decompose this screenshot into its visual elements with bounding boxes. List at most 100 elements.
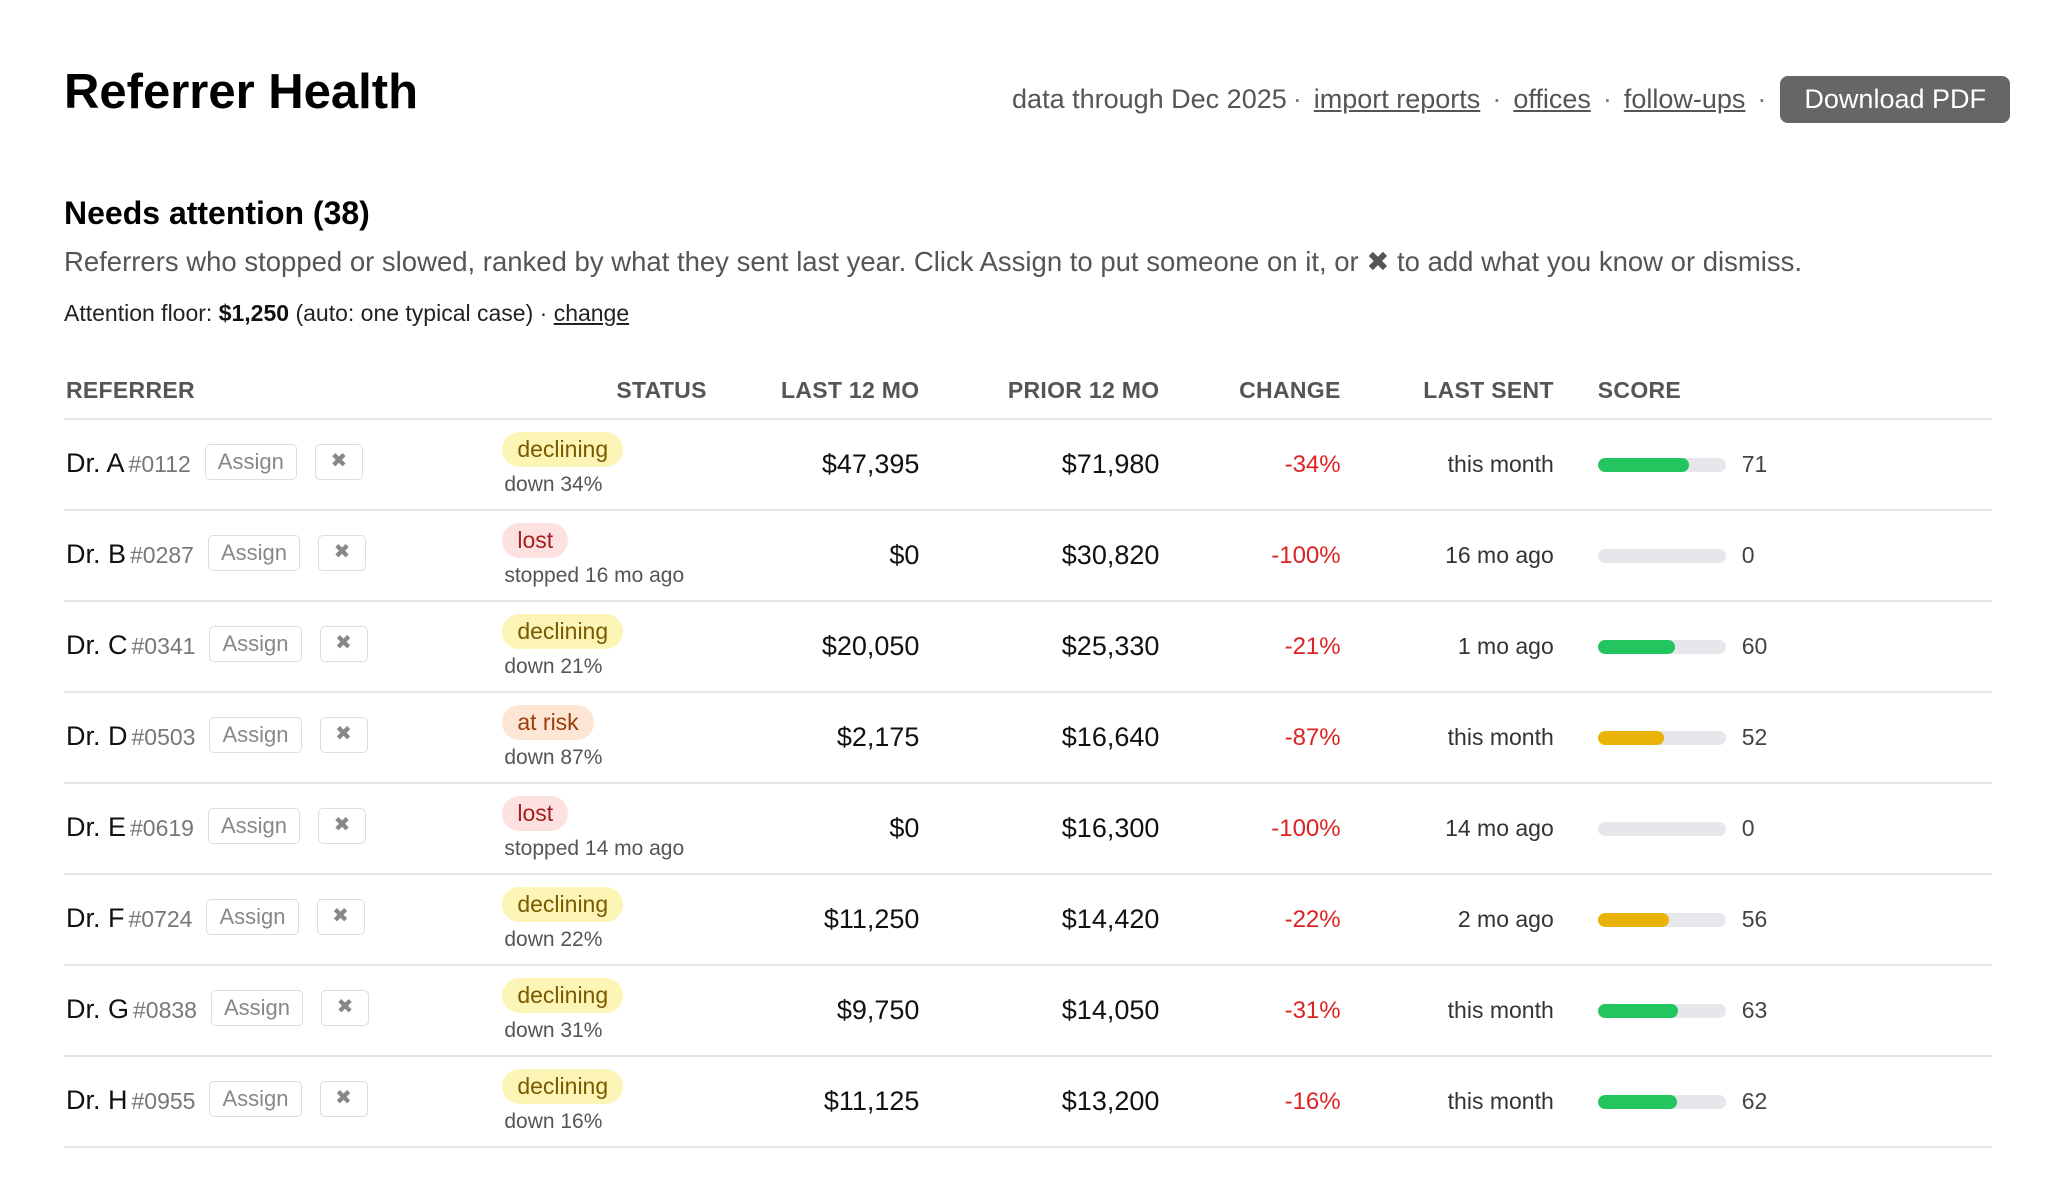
score-cell: 62 bbox=[1555, 1056, 1992, 1148]
referrer-name: Dr. E bbox=[66, 811, 127, 842]
col-change[interactable]: CHANGE bbox=[1161, 362, 1343, 420]
score-cell: 63 bbox=[1555, 965, 1992, 1057]
table-row[interactable]: Dr. H #0955 Assign ✖ declining down 16% $11,12… bbox=[64, 1056, 1992, 1148]
change-value: -16% bbox=[1161, 1056, 1343, 1148]
score-value: 63 bbox=[1741, 997, 1768, 1023]
status-cell: declining down 31% bbox=[502, 965, 732, 1057]
score-bar-fill bbox=[1597, 1003, 1679, 1018]
dismiss-icon[interactable]: ✖ bbox=[319, 625, 368, 662]
assign-button[interactable]: Assign bbox=[207, 534, 301, 571]
referrer-cell: Dr. E #0619 Assign ✖ bbox=[64, 783, 505, 875]
col-last-sent[interactable]: LAST SENT bbox=[1342, 362, 1556, 420]
col-score[interactable]: SCORE bbox=[1555, 362, 1992, 420]
status-detail: down 87% bbox=[504, 746, 603, 769]
offices-link[interactable]: offices bbox=[1513, 84, 1591, 114]
dismiss-icon[interactable]: ✖ bbox=[321, 989, 370, 1026]
assign-button[interactable]: Assign bbox=[209, 1080, 302, 1117]
table-row[interactable]: Dr. A #0112 Assign ✖ declining down 34% $47,39… bbox=[64, 419, 1992, 511]
assign-button[interactable]: Assign bbox=[207, 807, 301, 844]
dismiss-icon[interactable]: ✖ bbox=[318, 807, 367, 844]
col-referrer[interactable]: REFERRER bbox=[64, 362, 505, 420]
status-badge: lost bbox=[502, 796, 569, 831]
attention-floor: Attention floor: $1,250 (auto: one typic… bbox=[64, 300, 629, 327]
last-sent-value: 16 mo ago bbox=[1342, 510, 1556, 602]
last-12-value: $20,050 bbox=[731, 601, 922, 693]
table-row[interactable]: Dr. D #0503 Assign ✖ at risk down 87% $2,175 $1… bbox=[64, 692, 1992, 784]
score-bar bbox=[1597, 821, 1726, 836]
assign-button[interactable]: Assign bbox=[206, 898, 299, 935]
status-detail: down 22% bbox=[504, 928, 603, 951]
status-cell: declining down 34% bbox=[502, 419, 732, 511]
status-detail: down 31% bbox=[504, 1019, 603, 1042]
col-last-12[interactable]: LAST 12 MO bbox=[731, 362, 922, 420]
referrer-id: #0724 bbox=[128, 905, 193, 932]
score-bar bbox=[1597, 457, 1726, 472]
dismiss-icon[interactable]: ✖ bbox=[314, 443, 363, 480]
status-badge: declining bbox=[502, 887, 624, 922]
last-12-value: $11,125 bbox=[731, 1056, 922, 1148]
separator: · bbox=[1602, 84, 1612, 114]
table-row[interactable]: Dr. C #0341 Assign ✖ declining down 21% $20,05… bbox=[64, 601, 1992, 693]
referrer-id: #0287 bbox=[130, 541, 194, 568]
score-bar-fill bbox=[1597, 730, 1665, 745]
col-prior-12[interactable]: PRIOR 12 MO bbox=[921, 362, 1162, 420]
last-sent-value: this month bbox=[1342, 692, 1556, 784]
referrer-cell: Dr. B #0287 Assign ✖ bbox=[64, 510, 505, 602]
status-detail: down 21% bbox=[504, 655, 603, 678]
assign-button[interactable]: Assign bbox=[204, 443, 297, 480]
table-row[interactable]: Dr. B #0287 Assign ✖ lost stopped 16 mo ago $0… bbox=[64, 510, 1992, 602]
status-detail: down 16% bbox=[504, 1110, 603, 1133]
section-description: Referrers who stopped or slowed, ranked … bbox=[64, 246, 1803, 277]
status-cell: lost stopped 14 mo ago bbox=[502, 783, 732, 875]
follow-ups-link[interactable]: follow-ups bbox=[1623, 84, 1746, 114]
last-12-value: $0 bbox=[731, 783, 922, 875]
table-row[interactable]: Dr. E #0619 Assign ✖ lost stopped 14 mo ago $0… bbox=[64, 783, 1992, 875]
last-sent-value: this month bbox=[1342, 1056, 1556, 1148]
separator: · bbox=[1757, 84, 1767, 114]
score-value: 71 bbox=[1741, 451, 1768, 477]
status-badge: lost bbox=[502, 523, 569, 558]
score-cell: 52 bbox=[1555, 692, 1992, 784]
score-value: 62 bbox=[1741, 1088, 1768, 1114]
score-cell: 56 bbox=[1555, 874, 1992, 966]
prior-12-value: $30,820 bbox=[921, 510, 1162, 602]
referrer-name: Dr. H bbox=[66, 1084, 128, 1115]
assign-button[interactable]: Assign bbox=[209, 716, 302, 753]
change-value: -100% bbox=[1161, 510, 1343, 602]
score-cell: 60 bbox=[1555, 601, 1992, 693]
referrer-name: Dr. D bbox=[66, 720, 128, 751]
prior-12-value: $25,330 bbox=[921, 601, 1162, 693]
status-cell: declining down 16% bbox=[502, 1056, 732, 1148]
assign-button[interactable]: Assign bbox=[210, 989, 304, 1026]
last-sent-value: this month bbox=[1342, 965, 1556, 1057]
status-badge: declining bbox=[502, 432, 624, 467]
table-row[interactable]: Dr. G #0838 Assign ✖ declining down 31% $9,750… bbox=[64, 965, 1992, 1057]
floor-change-link[interactable]: change bbox=[553, 300, 630, 326]
referrer-id: #0112 bbox=[128, 450, 191, 477]
score-cell: 0 bbox=[1555, 783, 1992, 875]
import-reports-link[interactable]: import reports bbox=[1313, 84, 1481, 114]
score-value: 52 bbox=[1741, 724, 1768, 750]
last-12-value: $0 bbox=[731, 510, 922, 602]
assign-button[interactable]: Assign bbox=[209, 625, 302, 662]
score-value: 0 bbox=[1741, 815, 1755, 841]
referrer-cell: Dr. G #0838 Assign ✖ bbox=[64, 965, 505, 1057]
table-row[interactable]: Dr. F #0724 Assign ✖ declining down 22% $11,25… bbox=[64, 874, 1992, 966]
referrer-name: Dr. B bbox=[66, 538, 127, 569]
dismiss-icon[interactable]: ✖ bbox=[319, 716, 368, 753]
header-toolbar: data through Dec 2025 · import reports ·… bbox=[1012, 76, 2010, 123]
last-12-value: $9,750 bbox=[731, 965, 922, 1057]
score-cell: 71 bbox=[1555, 419, 1992, 511]
download-pdf-button[interactable]: Download PDF bbox=[1780, 76, 2010, 123]
floor-suffix: (auto: one typical case) · bbox=[295, 300, 548, 326]
section-title: Needs attention (38) bbox=[64, 195, 370, 231]
dismiss-icon[interactable]: ✖ bbox=[319, 1080, 368, 1117]
prior-12-value: $14,420 bbox=[921, 874, 1162, 966]
col-status[interactable]: STATUS bbox=[504, 362, 732, 420]
dismiss-icon[interactable]: ✖ bbox=[318, 534, 367, 571]
separator: · bbox=[1292, 84, 1302, 114]
prior-12-value: $16,300 bbox=[921, 783, 1162, 875]
dismiss-icon[interactable]: ✖ bbox=[316, 898, 365, 935]
score-bar bbox=[1597, 730, 1726, 745]
last-sent-value: 1 mo ago bbox=[1342, 601, 1556, 693]
